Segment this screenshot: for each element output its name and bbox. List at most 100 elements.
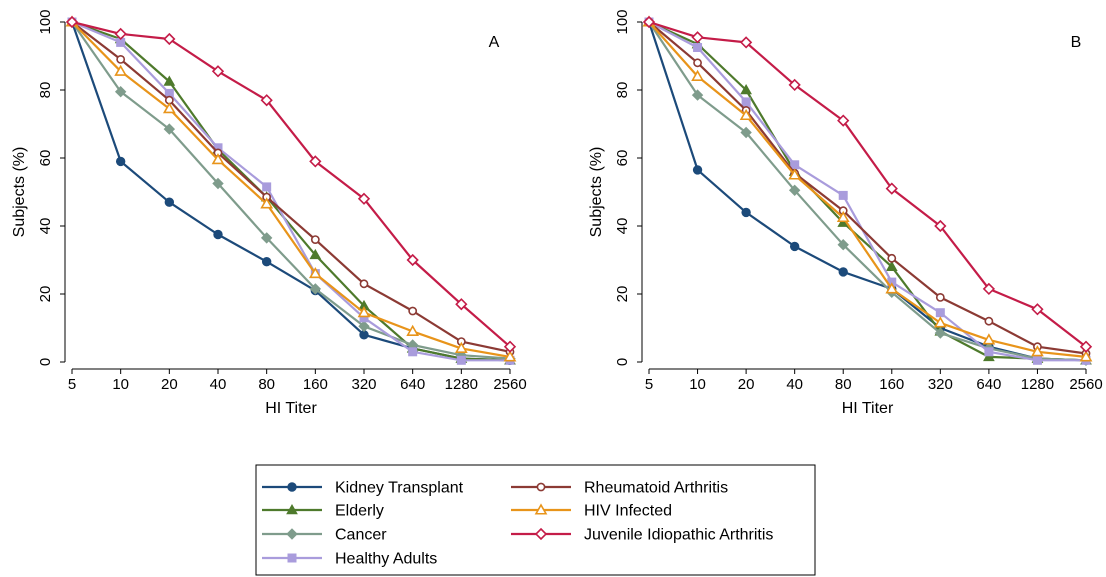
data-point-hiv-infected	[503, 350, 517, 362]
legend-item-juvenile-idiopathic-arthritis: Juvenile Idiopathic Arthritis	[511, 527, 773, 544]
x-tick-label: 40	[210, 376, 227, 393]
x-axis-title: HI Titer	[265, 400, 317, 417]
data-point-elderly	[885, 260, 898, 272]
series-hiv-infected	[65, 15, 517, 362]
data-point-healthy-adults	[1032, 355, 1042, 365]
x-tick-label: 5	[645, 376, 653, 393]
x-tick-label: 80	[258, 376, 275, 393]
data-point-cancer	[788, 184, 801, 197]
data-point-healthy-adults	[984, 347, 994, 357]
data-point-healthy-adults	[262, 182, 272, 192]
data-point-cancer	[212, 177, 224, 190]
y-tick-label: 20	[37, 286, 54, 303]
series-line-cancer	[648, 21, 1087, 362]
data-point-juvenile-idiopathic-arthritis	[642, 15, 656, 29]
x-tick-label: 160	[879, 376, 904, 393]
x-tick-label: 640	[976, 376, 1001, 393]
data-point-healthy-adults	[408, 347, 418, 357]
y-tick-label: 60	[37, 150, 54, 167]
data-point-rheumatoid-arthritis	[887, 253, 897, 263]
series-line-healthy-adults	[71, 20, 510, 362]
data-point-rheumatoid-arthritis	[116, 55, 126, 64]
y-tick-label: 20	[614, 286, 631, 303]
series-elderly	[643, 15, 1092, 365]
y-axis-title: Subjects (%)	[11, 147, 28, 238]
legend: Kidney Transplant Elderly Cancer Healthy Ad…	[255, 464, 816, 576]
data-point-juvenile-idiopathic-arthritis	[309, 155, 322, 168]
data-point-kidney-transplant	[692, 165, 703, 175]
data-point-cancer	[114, 85, 127, 98]
data-point-rheumatoid-arthritis	[693, 58, 702, 68]
series-rheumatoid-arthritis	[644, 17, 1091, 358]
data-point-rheumatoid-arthritis	[310, 235, 320, 244]
x-axis-title: HI Titer	[842, 400, 894, 417]
data-point-healthy-adults	[741, 97, 751, 107]
legend-marker-elderly	[286, 503, 298, 515]
data-point-cancer	[309, 283, 322, 295]
y-tick-label: 40	[614, 218, 631, 235]
y-tick-label: 60	[614, 150, 631, 167]
data-point-healthy-adults	[838, 190, 848, 200]
data-point-kidney-transplant	[789, 241, 800, 252]
series-line-kidney-transplant	[647, 21, 1087, 362]
data-point-juvenile-idiopathic-arthritis	[691, 31, 704, 44]
x-tick-label: 640	[400, 376, 425, 393]
data-point-hiv-infected	[691, 69, 704, 81]
y-tick-label: 80	[614, 82, 631, 99]
data-point-healthy-adults	[456, 355, 466, 365]
legend-item-rheumatoid-arthritis: Rheumatoid Arthritis	[511, 480, 728, 497]
x-tick-label: 20	[161, 376, 178, 393]
y-tick-label: 100	[37, 9, 54, 34]
data-point-hiv-infected	[260, 197, 274, 209]
series-healthy-adults	[644, 17, 1091, 365]
data-point-cancer	[358, 320, 370, 333]
data-point-hiv-infected	[211, 153, 225, 165]
data-point-rheumatoid-arthritis	[984, 316, 994, 326]
series-line-hiv-infected	[71, 21, 511, 358]
data-point-juvenile-idiopathic-arthritis	[885, 182, 898, 195]
data-point-hiv-infected	[885, 282, 899, 294]
series-juvenile-idiopathic-arthritis	[65, 15, 517, 353]
data-point-juvenile-idiopathic-arthritis	[211, 65, 225, 78]
chart-panel-a: 0 20 40 60 80 100 5 10 20 40 80 160 320 640 1280 2560 HI…	[11, 9, 527, 417]
data-point-elderly	[740, 83, 752, 95]
legend-item-healthy-adults: Healthy Adults	[262, 551, 437, 568]
series-line-rheumatoid-arthritis	[71, 21, 511, 353]
series-line-juvenile-idiopathic-arthritis	[648, 20, 1087, 348]
data-point-kidney-transplant	[213, 229, 223, 240]
data-point-juvenile-idiopathic-arthritis	[1031, 303, 1044, 316]
y-tick-label: 40	[37, 218, 54, 235]
data-point-cancer	[163, 123, 176, 135]
legend-marker-kidney-transplant	[287, 482, 297, 492]
series-elderly	[66, 15, 516, 365]
legend-marker-healthy-adults	[287, 553, 297, 563]
data-point-cancer	[691, 89, 704, 101]
data-point-hiv-infected	[454, 341, 468, 353]
data-point-hiv-infected	[982, 333, 996, 345]
series-line-juvenile-idiopathic-arthritis	[71, 20, 511, 348]
data-point-hiv-infected	[836, 210, 850, 223]
data-point-juvenile-idiopathic-arthritis	[163, 32, 176, 46]
y-tick-label: 80	[37, 82, 54, 99]
series-line-hiv-infected	[648, 21, 1087, 358]
data-point-juvenile-idiopathic-arthritis	[114, 27, 127, 41]
y-axis-title: Subjects (%)	[588, 147, 605, 238]
data-point-juvenile-idiopathic-arthritis	[260, 94, 273, 107]
data-point-hiv-infected	[308, 266, 322, 279]
legend-item-hiv-infected: HIV Infected	[511, 503, 672, 520]
legend-marker-juvenile-idiopathic-arthritis	[534, 527, 548, 541]
legend-item-cancer: Cancer	[262, 527, 387, 544]
x-tick-label: 2560	[493, 376, 526, 393]
data-point-kidney-transplant	[164, 197, 175, 207]
data-point-healthy-adults	[693, 43, 703, 52]
series-cancer	[643, 16, 1092, 367]
legend-label: Rheumatoid Arthritis	[584, 480, 728, 497]
data-point-hiv-infected	[114, 64, 128, 76]
x-tick-label: 5	[68, 376, 76, 393]
legend-label: Healthy Adults	[335, 551, 437, 568]
x-tick-label: 10	[112, 376, 129, 393]
data-point-hiv-infected	[1031, 345, 1044, 357]
data-point-elderly	[309, 248, 322, 260]
x-tick-label: 10	[689, 376, 706, 393]
